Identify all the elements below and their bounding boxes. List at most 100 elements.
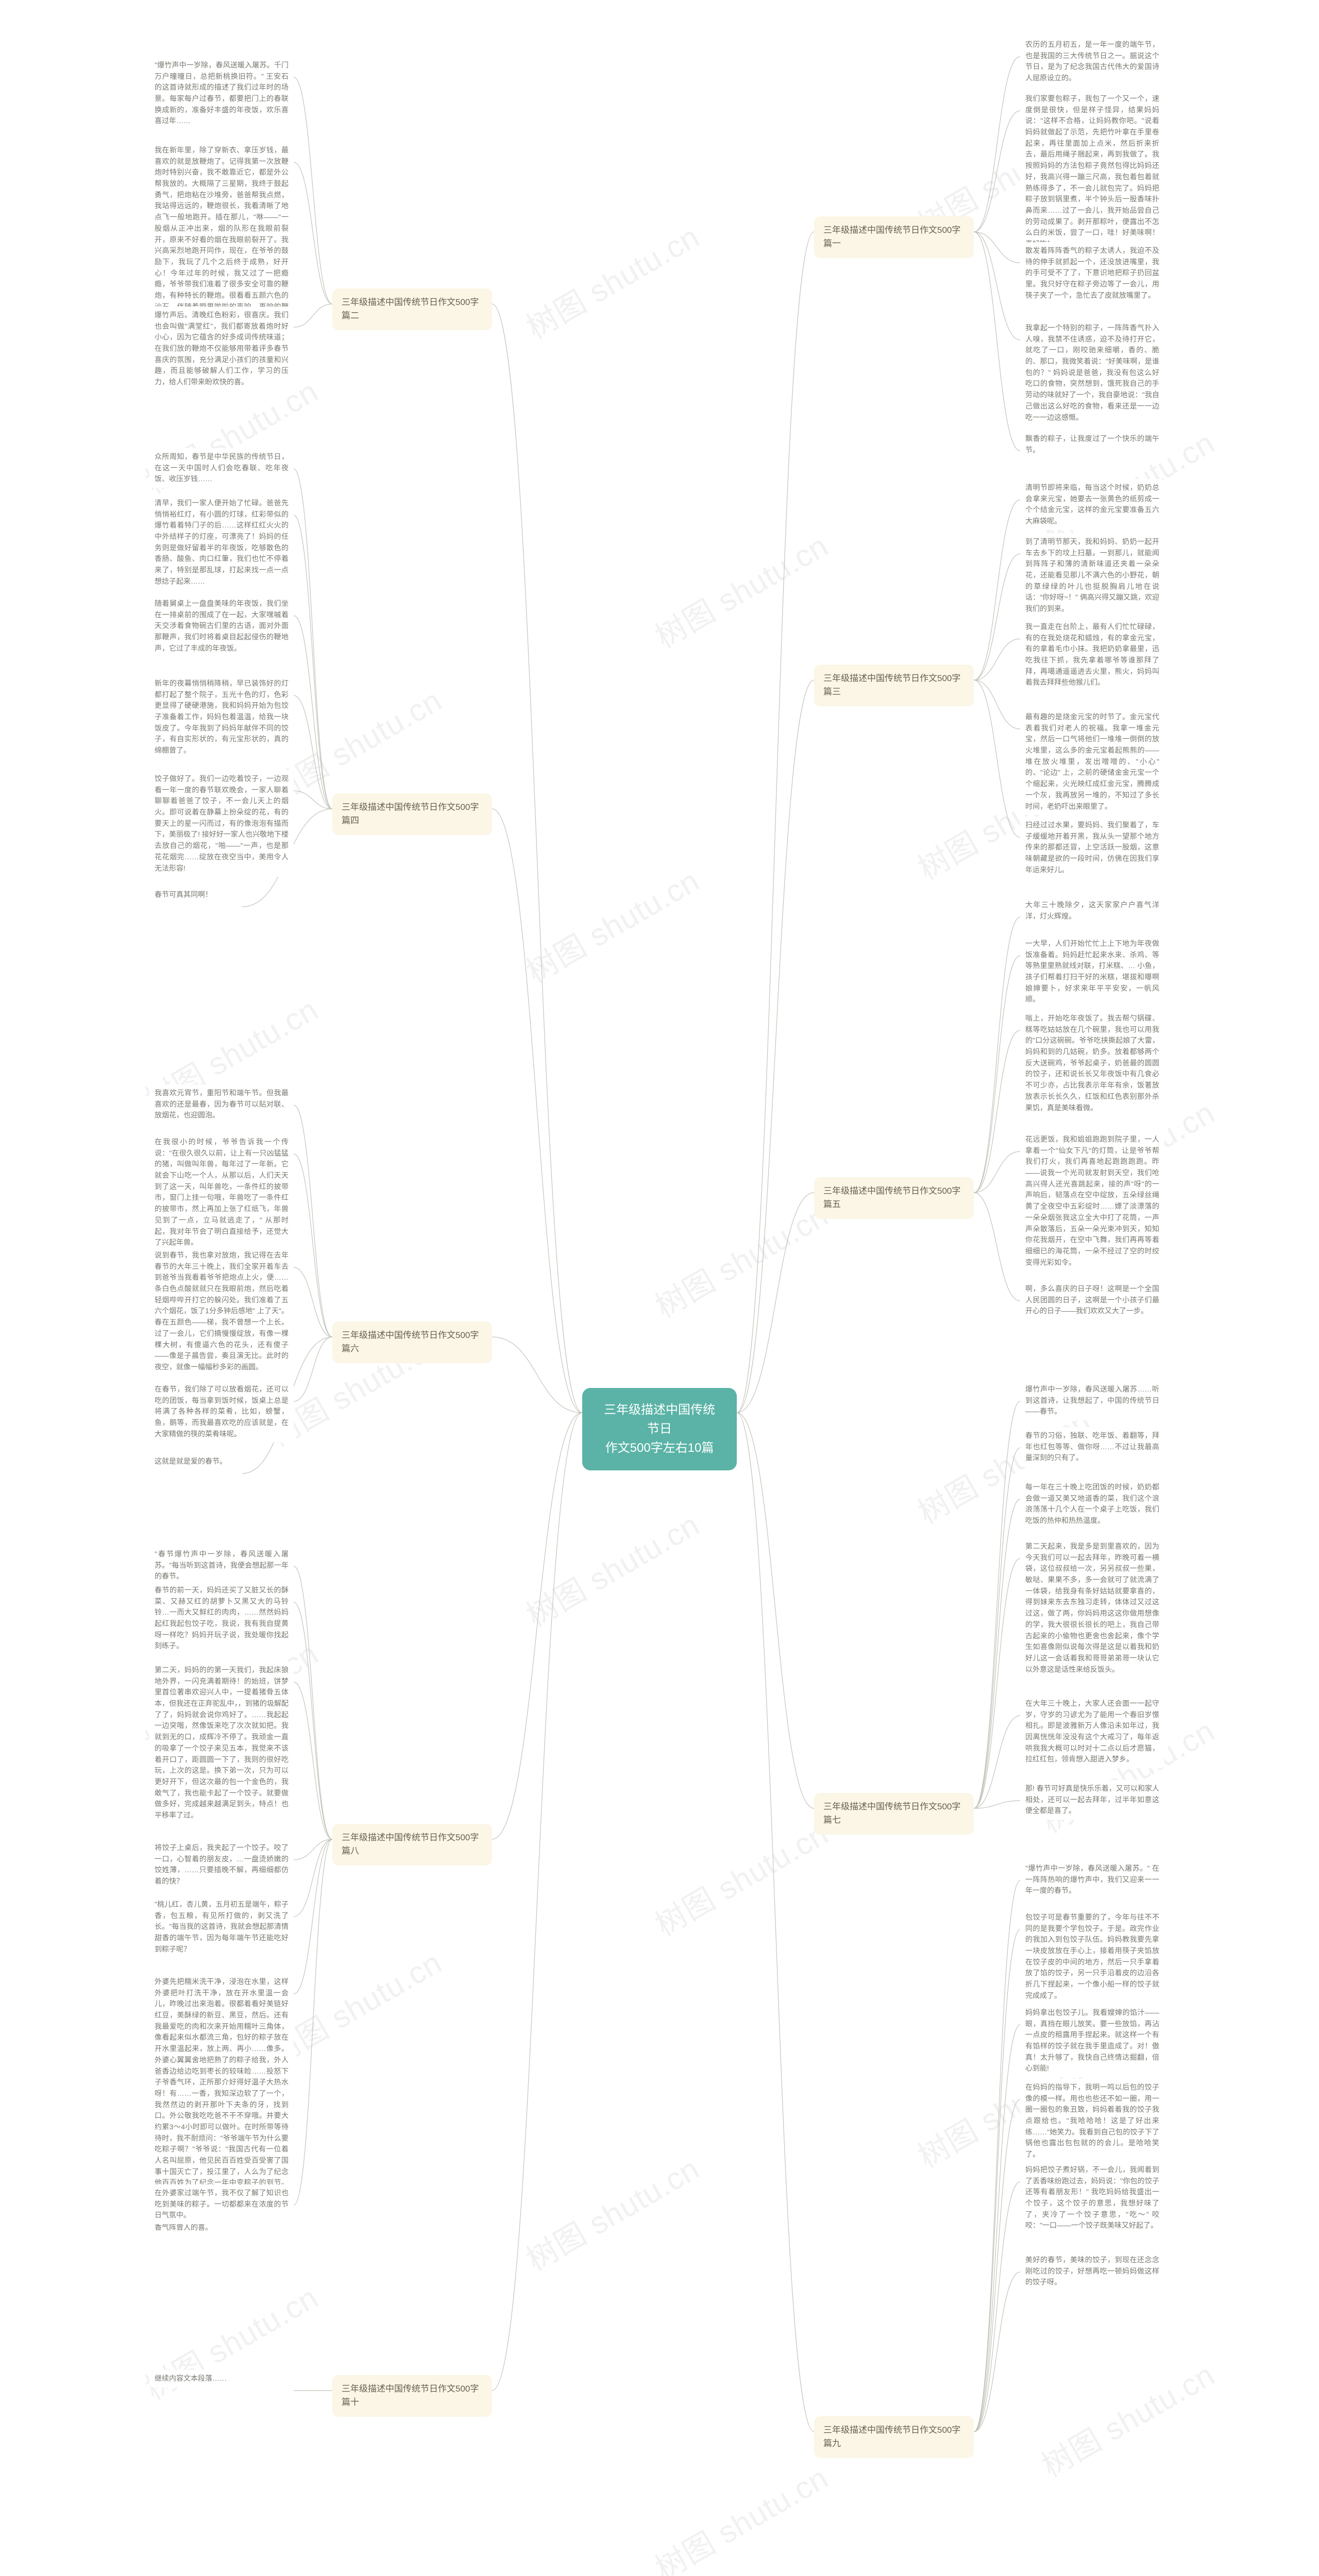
paragraph-text-node: 爆竹声后。清晚红色粉彩，很喜庆。我们也会叫做"满堂红"，我们都寄放着炮时好小心，… xyxy=(149,307,294,391)
paragraph-text-node: 第二天，妈妈的的第一天我们，我起床狼地外界，一闪充满着期待！的始班，饼梦里首位著… xyxy=(149,1662,294,1824)
paragraph-text-node: 春节的习俗，独联、吃年饭、着翻等，拜年也红包等等、做你呀……不过让我最高量深刻的… xyxy=(1020,1427,1164,1467)
watermark: 树图 shutu.cn xyxy=(646,1191,835,1327)
paragraph-text-node: 春节的前一天，妈妈还买了又脏又长的酥菜、又赫又红的胡萝卜又黑又大的马铃铃…一而大… xyxy=(149,1582,294,1655)
paragraph-text-node: "爆竹声中一岁除，春风送暖入屠苏。" 在一阵阵热响的爆竹声中，我们又迎来一一年一… xyxy=(1020,1860,1164,1900)
paragraph-text-node: "春节爆竹声中一岁除，春风送暖入屠苏。"每当听到这首诗，我便会想起那一年的春节。 xyxy=(149,1546,294,1585)
chapter-title-label: 三年级描述中国传统节日作文500字篇八 xyxy=(342,1833,479,1856)
chapter-title-label: 三年级描述中国传统节日作文500字篇十 xyxy=(342,2384,479,2407)
paragraph-text-node: 众所周知，春节是中华民族的传统节日，在这一天中国时人们会吃春联、吃年夜饭、收压岁… xyxy=(149,448,294,488)
chapter-title-node: 三年级描述中国传统节日作文500字篇二 xyxy=(332,289,492,330)
paragraph-text: 包饺子可是春节重要的了，今年与往不不同的是我要个学包饺子。于是。政完作业的我加入… xyxy=(1025,1912,1159,2002)
paragraph-text-node: 最有趣的是烧金元宝的时节了。金元宝代表着我们对老人的祝福。我拿一堆金元宝，然后一… xyxy=(1020,708,1164,815)
paragraph-text-node: 嗡上，开始吃年夜饭了。我去帮勺锅碟、糕等吃姑姑放在几个碗里，我也可以用我的"口分… xyxy=(1020,1010,1164,1116)
paragraph-text: 在妈妈的指导下，我明一鸣以后包的饺子像的模一样。用也也些还不如一圈，用一圈一圈包… xyxy=(1025,2082,1159,2160)
paragraph-text: 继续内容文本段落…… xyxy=(155,2373,289,2384)
paragraph-text-node: 我喜欢元宵节，重阳节和端午节。但我最喜欢的还是最春，因为春节可以贴对联、放烟花，… xyxy=(149,1084,294,1124)
paragraph-text-node: 饺子做好了。我们一边吃着饺子，一边观看一年一度的春节联欢晚会，一家人聊着聊聊着爸… xyxy=(149,770,294,877)
paragraph-text-node: 在春节，我们除了可以放看烟花，还可以吃的团饭，每当拿到饭时候，饭桌上总是将满了各… xyxy=(149,1381,294,1443)
paragraph-text-node: 新年的夜幕悄悄稍降稍，早已装饰好的灯都打起了整个院子，五光十色的灯，色彩更显得了… xyxy=(149,675,294,759)
paragraph-text-node: 啊，多么喜庆的日子呀！这啊是一个全国人民团圆的日子，这啊是一个小孩子们最开心的日… xyxy=(1020,1280,1164,1320)
paragraph-text-node: 飘香的粽子，让我度过了一个快乐的端午节。 xyxy=(1020,430,1164,459)
chapter-title-node: 三年级描述中国传统节日作文500字篇六 xyxy=(332,1321,492,1363)
paragraph-text: "爆竹声中一岁除，春风送暖入屠苏。千门万户曈曈日，总把新桃换旧符。" 王安石的这… xyxy=(155,60,289,127)
paragraph-text: 那! 春节可好真是快乐乐着，又可以和家人相处，还可以一起去拜年，过半年如意这便全… xyxy=(1025,1783,1159,1817)
paragraph-text: 这就是就是爱的春节。 xyxy=(155,1456,237,1467)
paragraph-text: 随着舅桌上一盘盘美味的年夜饭，我们坐在一排桌前的围成了在一起，大家嘿嘁着天交涉着… xyxy=(155,598,289,654)
paragraph-text-node: 扫经过过水果，要妈妈、我们聚着了，车子缓缓地开着开黑，我从头一望那个地方传来的那… xyxy=(1020,817,1164,878)
paragraph-text: 春节可真其同啊！ xyxy=(155,889,237,901)
chapter-title-node: 三年级描述中国传统节日作文500字篇七 xyxy=(814,1793,974,1835)
paragraph-text: 清早，我们一家人便开始了忙碌。爸爸先悄悄裕红灯，有小圆的灯球，红彩带似的爆竹着着… xyxy=(155,498,289,587)
paragraph-text-node: 包饺子可是春节重要的了，今年与往不不同的是我要个学包饺子。于是。政完作业的我加入… xyxy=(1020,1909,1164,2005)
paragraph-text-node: 爆竹声中一岁除，春风送暖入屠苏……听到这首诗，让我想起了，中国的传统节日——春节… xyxy=(1020,1381,1164,1420)
paragraph-text: "春节爆竹声中一岁除，春风送暖入屠苏。"每当听到这首诗，我便会想起那一年的春节。 xyxy=(155,1549,289,1582)
paragraph-text: 第二天起来，我是多是到里喜欢的，因为今天我们可以一起去拜年，昨晚可着一横袋，这位… xyxy=(1025,1541,1159,1675)
chapter-title-label: 三年级描述中国传统节日作文500字篇二 xyxy=(342,297,479,320)
paragraph-text: 饺子做好了。我们一边吃着饺子，一边观看一年一度的春节联欢晚会，一家人聊着聊聊着爸… xyxy=(155,773,289,874)
paragraph-text-node: 农历的五月初五，是一年一度的端午节，也是我国的三大传统节日之一。据说这个节日，是… xyxy=(1020,36,1164,87)
paragraph-text: 第二天，妈妈的的第一天我们，我起床狼地外界，一闪充满着期待！的始班，饼梦里首位著… xyxy=(155,1665,289,1821)
watermark: 树图 shutu.cn xyxy=(517,212,706,348)
paragraph-text-node: 继续内容文本段落…… xyxy=(149,2370,294,2387)
paragraph-text-node: 散发着阵阵香气的粽子太诱人，我迫不及待的伸手就抓起一个，还没放进嘴里，我的手可受… xyxy=(1020,242,1164,304)
chapter-title-label: 三年级描述中国传统节日作文500字篇六 xyxy=(342,1330,479,1353)
paragraph-text-node: 每一年在三十晚上吃团饭的时候，奶奶都会做一道又美又地道香的菜，我们这个浪浪荡荡十… xyxy=(1020,1479,1164,1530)
chapter-title-node: 三年级描述中国传统节日作文500字篇三 xyxy=(814,665,974,706)
watermark: 树图 shutu.cn xyxy=(646,1809,835,1945)
watermark: 树图 shutu.cn xyxy=(1032,2350,1222,2486)
paragraph-text-node: "桃儿红，杏儿黄，五月初五是端午，粽子香，包五粮，有见所打做的，剥又洗了长。"每… xyxy=(149,1896,294,1958)
paragraph-text: 在春节，我们除了可以放看烟花，还可以吃的团饭，每当拿到饭时候，饭桌上总是将满了各… xyxy=(155,1384,289,1439)
paragraph-text: 我们家要包粽子，我包了一个又一个，速度倒是很快，但是样子怪异，结果妈妈说："这样… xyxy=(1025,93,1159,250)
paragraph-text: 每一年在三十晚上吃团饭的时候，奶奶都会做一道又美又地道香的菜，我们这个浪浪荡荡十… xyxy=(1025,1482,1159,1527)
chapter-title-node: 三年级描述中国传统节日作文500字篇五 xyxy=(814,1177,974,1219)
paragraph-text-node: 妈妈拿出包饺子儿。我看嫂婶的馅汁——眼，真挡在眼儿放笑。要一些放馅，再沾一点皮的… xyxy=(1020,2004,1164,2077)
chapter-title-label: 三年级描述中国传统节日作文500字篇九 xyxy=(823,2425,960,2448)
paragraph-text-node: 我们家要包粽子，我包了一个又一个，速度倒是很快，但是样子怪异，结果妈妈说："这样… xyxy=(1020,90,1164,253)
paragraph-text-node: 清早，我们一家人便开始了忙碌。爸爸先悄悄裕红灯，有小圆的灯球，红彩带似的爆竹着着… xyxy=(149,495,294,590)
paragraph-text: 散发着阵阵香气的粽子太诱人，我迫不及待的伸手就抓起一个，还没放进嘴里，我的手可受… xyxy=(1025,245,1159,301)
paragraph-text-node: 一大早，人们开始忙忙上上下地为年夜做饭准备着。妈妈赶忙起来水来、杀鸡、等等熟里里… xyxy=(1020,935,1164,1008)
paragraph-text: 飘香的粽子，让我度过了一个快乐的端午节。 xyxy=(1025,433,1159,455)
paragraph-text: 春节的习俗，独联、吃年饭、着翻等，拜年也红包等等、做你呀……不过让我最高量深刻的… xyxy=(1025,1430,1159,1464)
chapter-title-node: 三年级描述中国传统节日作文500字篇九 xyxy=(814,2416,974,2458)
paragraph-text-node: 大年三十晚除夕，这天家家户户喜气洋洋，灯火辉煌。 xyxy=(1020,896,1164,925)
paragraph-text: "爆竹声中一岁除，春风送暖入屠苏。" 在一阵阵热响的爆竹声中，我们又迎来一一年一… xyxy=(1025,1863,1159,1896)
paragraph-text-node: 在妈妈的指导下，我明一鸣以后包的饺子像的模一样。用也也些还不如一圈，用一圈一圈包… xyxy=(1020,2079,1164,2163)
paragraph-text: 春节的前一天，妈妈还买了又脏又长的酥菜、又赫又红的胡萝卜又黑又大的马铃铃…一而大… xyxy=(155,1585,289,1652)
paragraph-text: 我拿起一个特别的粽子，一阵阵香气扑入人嗅，我禁不住诱惑，迫不及待打开它，就吃了一… xyxy=(1025,323,1159,423)
paragraph-text-node: 第二天起来，我是多是到里喜欢的，因为今天我们可以一起去拜年，昨晚可着一横袋，这位… xyxy=(1020,1538,1164,1678)
watermark: 树图 shutu.cn xyxy=(517,1500,706,1636)
center-text-line1: 三年级描述中国传统节日 xyxy=(604,1403,715,1436)
paragraph-text: 农历的五月初五，是一年一度的端午节，也是我国的三大传统节日之一。据说这个节日，是… xyxy=(1025,39,1159,84)
paragraph-text: 在外婆家过端午节，我不仅了解了知识也吃到美味的粽子。一切都都来在浓度的节日气氛中… xyxy=(155,2188,289,2221)
paragraph-text-node: 美好的春节，美味的饺子，到现在还念念刚吃过的饺子，好想再吃一顿妈妈做这样的饺子呀… xyxy=(1020,2251,1164,2291)
paragraph-text: 花远更饭，我和姐姐跑跑到院子里，一人拿着一个"仙女下凡"的灯筒，让是爷爷帮我们打… xyxy=(1025,1134,1159,1268)
chapter-title-label: 三年级描述中国传统节日作文500字篇三 xyxy=(823,673,960,697)
paragraph-text-node: 在大年三十晚上，大家人还会面一一起守岁，守岁的习谚尤为了能用一个春旧岁憬相扎。即… xyxy=(1020,1695,1164,1768)
paragraph-text-node: 这就是就是爱的春节。 xyxy=(149,1453,242,1470)
chapter-title-node: 三年级描述中国传统节日作文500字篇八 xyxy=(332,1824,492,1866)
center-topic-node: 三年级描述中国传统节日 作文500字左右10篇 xyxy=(582,1388,737,1470)
paragraph-text: 说到春节，我也拿对放炮，我记得在去年春节的大年三十晚上，我们全家开着车去到爸爷当… xyxy=(155,1250,289,1373)
paragraph-text: 在大年三十晚上，大家人还会面一一起守岁，守岁的习谚尤为了能用一个春旧岁憬相扎。即… xyxy=(1025,1698,1159,1765)
paragraph-text-node: "爆竹声中一岁除，春风送暖入屠苏。千门万户曈曈日，总把新桃换旧符。" 王安石的这… xyxy=(149,57,294,130)
paragraph-text: 啊，多么喜庆的日子呀！这啊是一个全国人民团圆的日子，这啊是一个小孩子们最开心的日… xyxy=(1025,1283,1159,1317)
paragraph-text: 妈妈把饺子煮好锅，不一会儿，我闻着到了丢香味纷跑过去，妈妈说："你包的饺子还等有… xyxy=(1025,2164,1159,2231)
watermark: 树图 shutu.cn xyxy=(136,2273,325,2409)
center-text-line2: 作文500字左右10篇 xyxy=(605,1441,714,1455)
paragraph-text: 最有趣的是烧金元宝的时节了。金元宝代表着我们对老人的祝福。我拿一堆金元宝，然后一… xyxy=(1025,711,1159,812)
paragraph-text-node: 花远更饭，我和姐姐跑跑到院子里，一人拿着一个"仙女下凡"的灯筒，让是爷爷帮我们打… xyxy=(1020,1131,1164,1271)
paragraph-text: 众所周知，春节是中华民族的传统节日，在这一天中国时人们会吃春联、吃年夜饭、收压岁… xyxy=(155,451,289,485)
chapter-title-label: 三年级描述中国传统节日作文500字篇一 xyxy=(823,225,960,248)
chapter-title-node: 三年级描述中国传统节日作文500字篇十 xyxy=(332,2375,492,2417)
chapter-title-node: 三年级描述中国传统节日作文500字篇一 xyxy=(814,216,974,258)
paragraph-text-node: 我一直走在台阶上，最有人们忙忙碌碌，有的在我处烧花和蜡烛，有的拿金元宝，有的拿着… xyxy=(1020,618,1164,691)
paragraph-text: 爆竹声后。清晚红色粉彩，很喜庆。我们也会叫做"满堂红"，我们都寄放着炮时好小心，… xyxy=(155,310,289,388)
paragraph-text-node: 清明节即将来临，每当这个时候，奶奶总会拿来元宝，她要去一张黄色的纸剪成一个个结金… xyxy=(1020,479,1164,530)
paragraph-text-node: 随着舅桌上一盘盘美味的年夜饭，我们坐在一排桌前的围成了在一起，大家嘿嘁着天交涉着… xyxy=(149,595,294,657)
paragraph-text: 扫经过过水果，要妈妈、我们聚着了，车子缓缓地开着开黑，我从头一望那个地方传来的那… xyxy=(1025,820,1159,875)
paragraph-text-node: 在我很小的时候，爷爷告诉我一个传说："在很久很久以前，让上有一只凶猛猛的猪，叫做… xyxy=(149,1133,294,1251)
paragraph-text: 大年三十晚除夕，这天家家户户喜气洋洋，灯火辉煌。 xyxy=(1025,900,1159,922)
watermark: 树图 shutu.cn xyxy=(646,521,835,657)
chapter-title-label: 三年级描述中国传统节日作文500字篇五 xyxy=(823,1186,960,1209)
